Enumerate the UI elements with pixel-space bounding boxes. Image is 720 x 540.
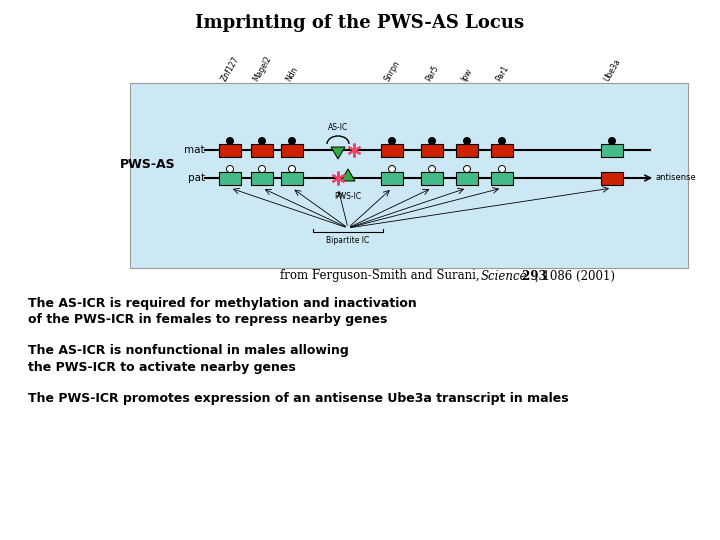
Bar <box>601 144 623 157</box>
Bar <box>281 144 303 157</box>
Bar <box>219 144 241 157</box>
Circle shape <box>258 165 266 172</box>
Text: Snrpn: Snrpn <box>382 59 402 83</box>
Text: AS-IC: AS-IC <box>328 123 348 132</box>
Polygon shape <box>331 147 345 159</box>
Circle shape <box>227 138 233 145</box>
Circle shape <box>389 165 395 172</box>
Text: PWS-IC: PWS-IC <box>334 192 361 201</box>
FancyBboxPatch shape <box>130 83 688 268</box>
Circle shape <box>608 138 616 145</box>
Text: The PWS-ICR promotes expression of an antisense Ube3a transcript in males: The PWS-ICR promotes expression of an an… <box>28 392 569 405</box>
Text: pat: pat <box>188 173 205 183</box>
Bar <box>456 144 478 157</box>
Circle shape <box>498 138 505 145</box>
Bar <box>381 144 403 157</box>
Text: , 1086 (2001): , 1086 (2001) <box>535 269 615 282</box>
Circle shape <box>289 138 295 145</box>
Text: Par1: Par1 <box>494 64 510 83</box>
Text: PWS-AS: PWS-AS <box>120 158 176 171</box>
Bar <box>281 172 303 185</box>
Circle shape <box>428 165 436 172</box>
Circle shape <box>428 138 436 145</box>
Text: Znf127: Znf127 <box>220 55 240 83</box>
Circle shape <box>498 165 505 172</box>
Text: Imprinting of the PWS-AS Locus: Imprinting of the PWS-AS Locus <box>195 14 525 32</box>
Circle shape <box>258 138 266 145</box>
Text: Magel2: Magel2 <box>251 55 273 83</box>
Circle shape <box>389 138 395 145</box>
Text: Ube3a: Ube3a <box>602 57 622 83</box>
Bar <box>491 144 513 157</box>
Text: antisense: antisense <box>656 173 697 183</box>
Text: from Ferguson-Smith and Surani,: from Ferguson-Smith and Surani, <box>280 269 483 282</box>
Text: Bipartite IC: Bipartite IC <box>326 236 369 245</box>
Bar <box>251 172 273 185</box>
Bar <box>219 172 241 185</box>
Circle shape <box>227 165 233 172</box>
Polygon shape <box>341 169 355 181</box>
Circle shape <box>289 165 295 172</box>
Bar <box>421 172 443 185</box>
Text: Par5: Par5 <box>424 64 440 83</box>
Text: The AS-ICR is nonfunctional in males allowing
the PWS-ICR to activate nearby gen: The AS-ICR is nonfunctional in males all… <box>28 344 348 374</box>
Text: Ndn: Ndn <box>284 65 300 83</box>
Bar <box>381 172 403 185</box>
Text: Ipw: Ipw <box>460 67 474 83</box>
Text: mat: mat <box>184 145 205 155</box>
Bar <box>456 172 478 185</box>
Bar <box>491 172 513 185</box>
Bar <box>421 144 443 157</box>
Circle shape <box>464 138 470 145</box>
Circle shape <box>464 165 470 172</box>
Text: 293: 293 <box>518 269 546 282</box>
Bar <box>251 144 273 157</box>
Bar <box>601 172 623 185</box>
Text: The AS-ICR is required for methylation and inactivation
of the PWS-ICR in female: The AS-ICR is required for methylation a… <box>28 297 417 327</box>
Text: Science: Science <box>481 269 528 282</box>
